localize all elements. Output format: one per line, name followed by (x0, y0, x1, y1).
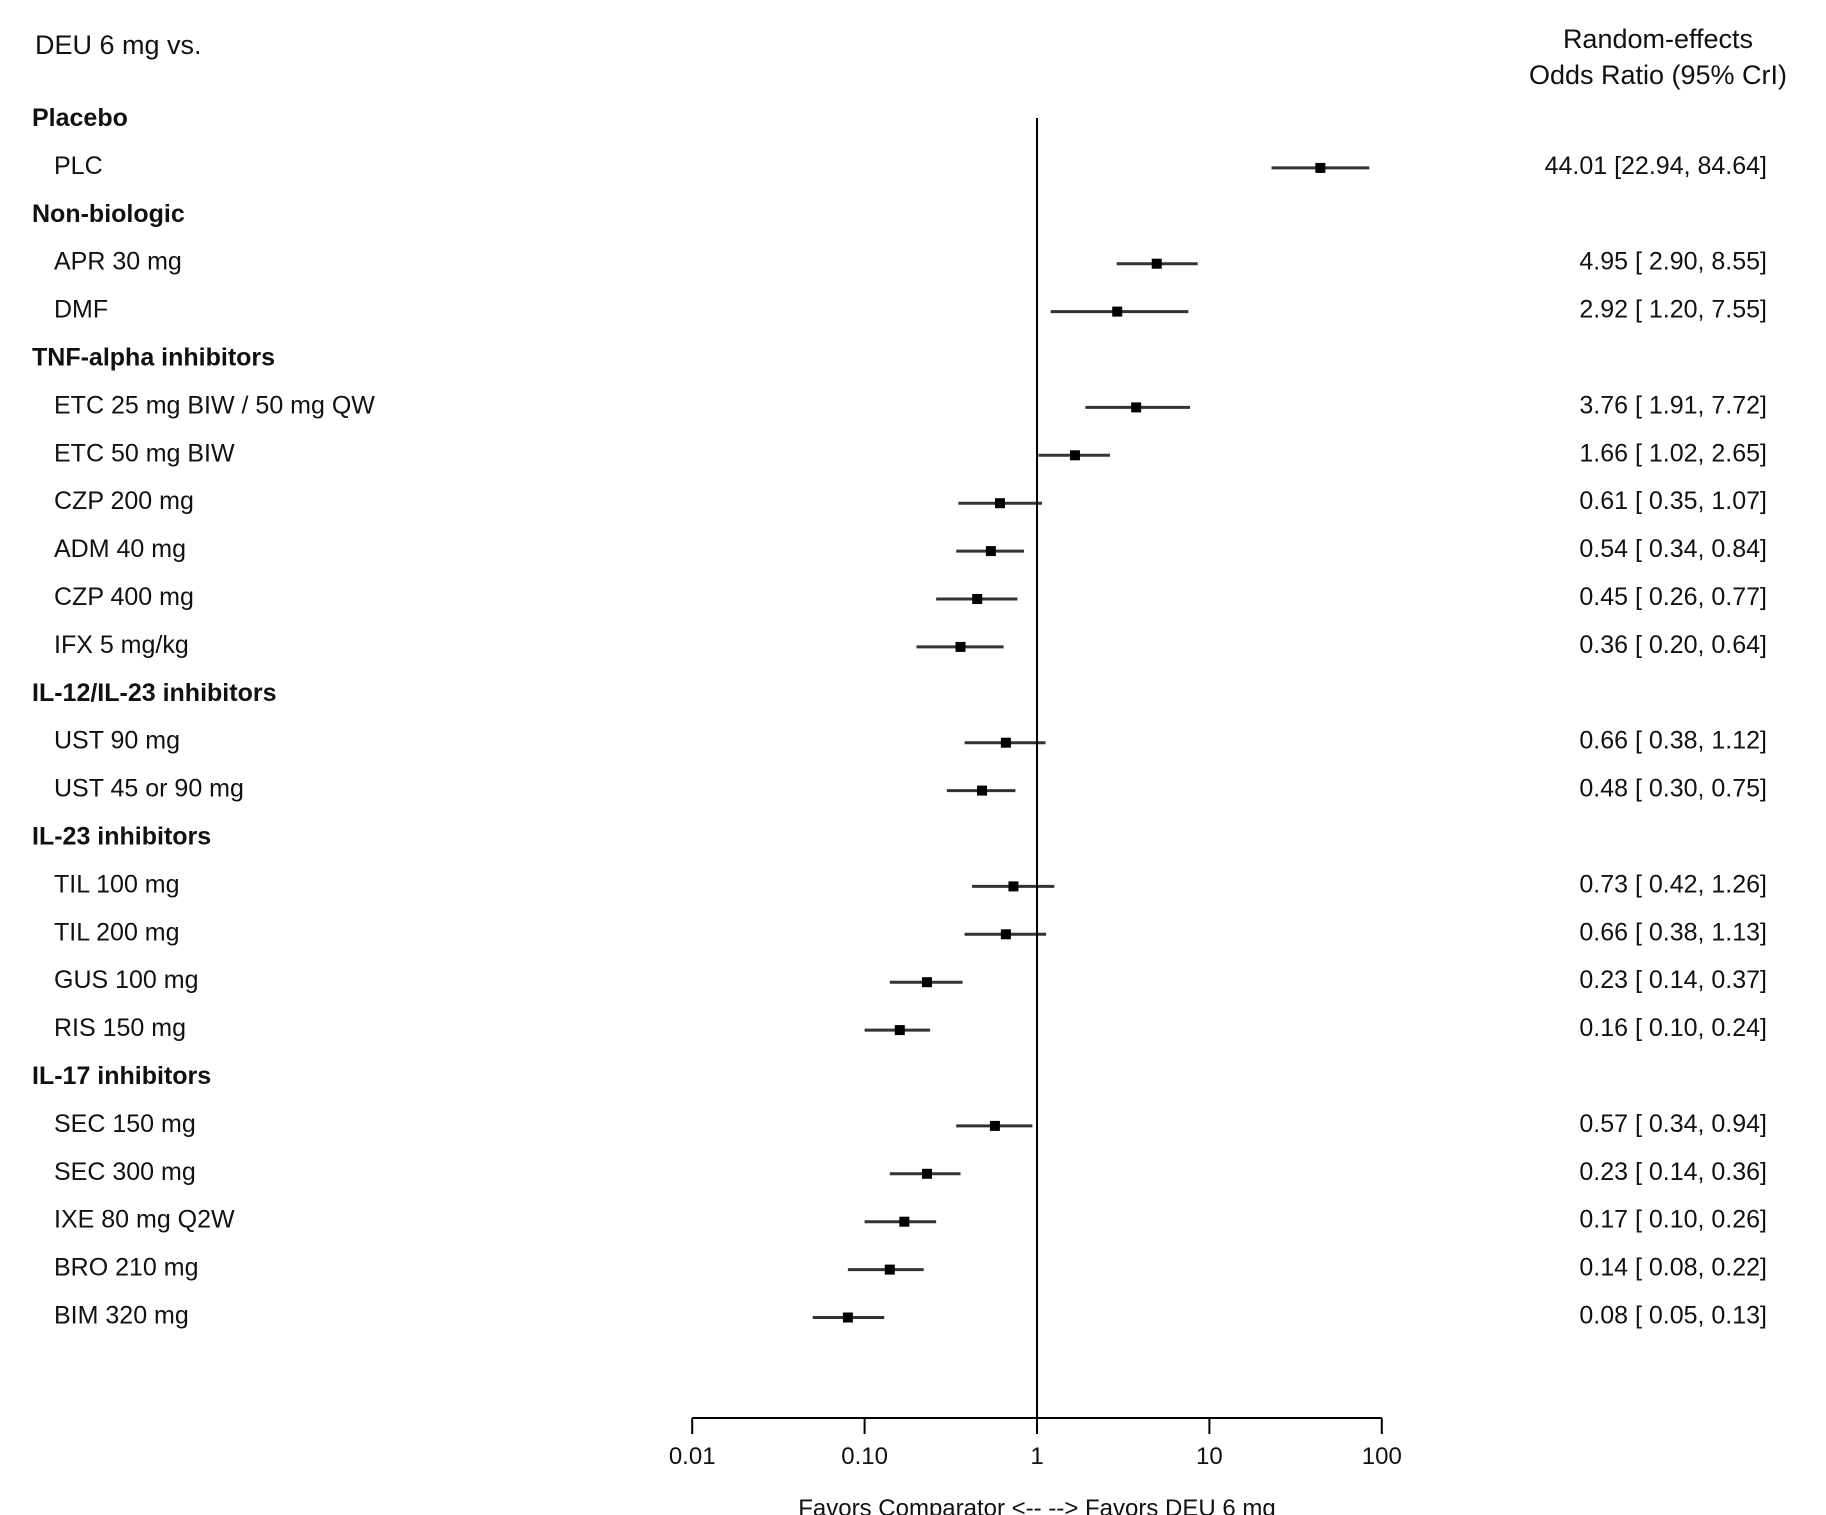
forest-row: SEC 300 mg 0.23 [ 0.14, 0.36] (54, 1158, 1767, 1186)
comparator-heading: DEU 6 mg vs. (35, 30, 202, 60)
forest-row: ETC 25 mg BIW / 50 mg QW 3.76 [ 1.91, 7.7… (54, 391, 1767, 419)
estimate-text: 44.01 [22.94, 84.64] (1545, 152, 1767, 180)
row-label: BIM 320 mg (54, 1302, 189, 1330)
x-axis: 0.01 0.10 1 10 100 (669, 1417, 1402, 1470)
estimate-text: 0.14 [ 0.08, 0.22] (1579, 1254, 1767, 1282)
point-estimate (985, 546, 996, 557)
estimate-text: 0.66 [ 0.38, 1.13] (1579, 918, 1767, 946)
estimate-heading-line2: Odds Ratio (95% CrI) (1529, 60, 1787, 90)
point-estimate (921, 1168, 932, 1179)
forest-row: BRO 210 mg 0.14 [ 0.08, 0.22] (54, 1254, 1767, 1282)
row-label: CZP 400 mg (54, 583, 194, 611)
point-estimate (842, 1312, 853, 1323)
forest-row: BIM 320 mg 0.08 [ 0.05, 0.13] (54, 1302, 1767, 1330)
estimate-text: 0.54 [ 0.34, 0.84] (1579, 535, 1767, 563)
forest-row: TIL 100 mg 0.73 [ 0.42, 1.26] (54, 870, 1767, 898)
forest-row: ETC 50 mg BIW 1.66 [ 1.02, 2.65] (54, 439, 1767, 467)
estimate-text: 0.48 [ 0.30, 0.75] (1579, 775, 1767, 803)
estimate-text: 0.16 [ 0.10, 0.24] (1579, 1014, 1767, 1042)
row-label: UST 90 mg (54, 727, 180, 755)
row-label: TIL 200 mg (54, 918, 180, 946)
estimate-text: 0.23 [ 0.14, 0.36] (1579, 1158, 1767, 1186)
group-heading: IL-23 inhibitors (32, 823, 211, 851)
point-estimate (977, 785, 988, 796)
estimate-text: 4.95 [ 2.90, 8.55] (1579, 248, 1767, 276)
estimate-text: 0.45 [ 0.26, 0.77] (1579, 583, 1767, 611)
point-estimate (1000, 929, 1011, 940)
estimate-text: 0.57 [ 0.34, 0.94] (1579, 1110, 1767, 1138)
estimate-text: 0.36 [ 0.20, 0.64] (1579, 631, 1767, 659)
estimate-text: 0.73 [ 0.42, 1.26] (1579, 870, 1767, 898)
estimate-heading-line1: Random-effects (1563, 24, 1753, 54)
forest-row: IFX 5 mg/kg 0.36 [ 0.20, 0.64] (54, 631, 1767, 659)
row-label: PLC (54, 152, 103, 180)
axis-tick-label: 1 (1030, 1443, 1043, 1470)
axis-tick-label: 100 (1362, 1443, 1402, 1470)
point-estimate (894, 1025, 905, 1036)
row-label: IFX 5 mg/kg (54, 631, 189, 659)
point-estimate (899, 1216, 910, 1227)
point-estimate (955, 641, 966, 652)
estimate-text: 0.23 [ 0.14, 0.37] (1579, 966, 1767, 994)
forest-row: ADM 40 mg 0.54 [ 0.34, 0.84] (54, 535, 1767, 563)
point-estimate (994, 498, 1005, 509)
row-label: ETC 25 mg BIW / 50 mg QW (54, 391, 375, 419)
point-estimate (1131, 402, 1142, 413)
forest-row: CZP 200 mg 0.61 [ 0.35, 1.07] (54, 487, 1767, 515)
axis-tick-label: 10 (1196, 1443, 1223, 1470)
forest-row: RIS 150 mg 0.16 [ 0.10, 0.24] (54, 1014, 1767, 1042)
x-axis-label: Favors Comparator <-- --> Favors DEU 6 m… (798, 1495, 1275, 1515)
row-label: IXE 80 mg Q2W (54, 1206, 235, 1234)
row-label: TIL 100 mg (54, 870, 180, 898)
rows: Placebo PLC 44.01 [22.94, 84.64] Non-biolog… (32, 104, 1767, 1330)
axis-tick-label: 0.01 (669, 1443, 716, 1470)
forest-row: UST 45 or 90 mg 0.48 [ 0.30, 0.75] (54, 775, 1767, 803)
forest-row: UST 90 mg 0.66 [ 0.38, 1.12] (54, 727, 1767, 755)
forest-row: PLC 44.01 [22.94, 84.64] (54, 152, 1767, 180)
point-estimate (1315, 162, 1326, 173)
forest-row: DMF 2.92 [ 1.20, 7.55] (54, 296, 1767, 324)
estimate-text: 0.66 [ 0.38, 1.12] (1579, 727, 1767, 755)
forest-row: GUS 100 mg 0.23 [ 0.14, 0.37] (54, 966, 1767, 994)
row-label: SEC 300 mg (54, 1158, 196, 1186)
point-estimate (989, 1120, 1000, 1131)
point-estimate (921, 977, 932, 988)
forest-row: TIL 200 mg 0.66 [ 0.38, 1.13] (54, 918, 1767, 946)
row-label: BRO 210 mg (54, 1254, 199, 1282)
forest-row: CZP 400 mg 0.45 [ 0.26, 0.77] (54, 583, 1767, 611)
estimate-text: 0.08 [ 0.05, 0.13] (1579, 1302, 1767, 1330)
estimate-text: 0.61 [ 0.35, 1.07] (1579, 487, 1767, 515)
row-label: RIS 150 mg (54, 1014, 186, 1042)
estimate-text: 0.17 [ 0.10, 0.26] (1579, 1206, 1767, 1234)
group-heading: IL-17 inhibitors (32, 1062, 211, 1090)
row-label: ADM 40 mg (54, 535, 186, 563)
estimate-text: 1.66 [ 1.02, 2.65] (1579, 439, 1767, 467)
point-estimate (972, 594, 983, 604)
estimate-text: 3.76 [ 1.91, 7.72] (1579, 391, 1767, 419)
estimate-text: 2.92 [ 1.20, 7.55] (1579, 296, 1767, 324)
point-estimate (1151, 258, 1162, 269)
forest-row: SEC 150 mg 0.57 [ 0.34, 0.94] (54, 1110, 1767, 1138)
point-estimate (1112, 306, 1123, 317)
group-heading: TNF-alpha inhibitors (32, 344, 275, 372)
point-estimate (1000, 737, 1011, 748)
group-heading: Placebo (32, 104, 128, 132)
point-estimate (1069, 450, 1080, 461)
group-heading: IL-12/IL-23 inhibitors (32, 679, 276, 707)
point-estimate (884, 1264, 895, 1275)
forest-row: IXE 80 mg Q2W 0.17 [ 0.10, 0.26] (54, 1206, 1767, 1234)
row-label: UST 45 or 90 mg (54, 775, 244, 803)
row-label: APR 30 mg (54, 248, 182, 276)
row-label: CZP 200 mg (54, 487, 194, 515)
row-label: DMF (54, 296, 108, 324)
row-label: GUS 100 mg (54, 966, 199, 994)
forest-row: APR 30 mg 4.95 [ 2.90, 8.55] (54, 248, 1767, 276)
row-label: SEC 150 mg (54, 1110, 196, 1138)
point-estimate (1008, 881, 1019, 892)
row-label: ETC 50 mg BIW (54, 439, 235, 467)
group-heading: Non-biologic (32, 200, 185, 228)
axis-tick-label: 0.10 (841, 1443, 888, 1470)
